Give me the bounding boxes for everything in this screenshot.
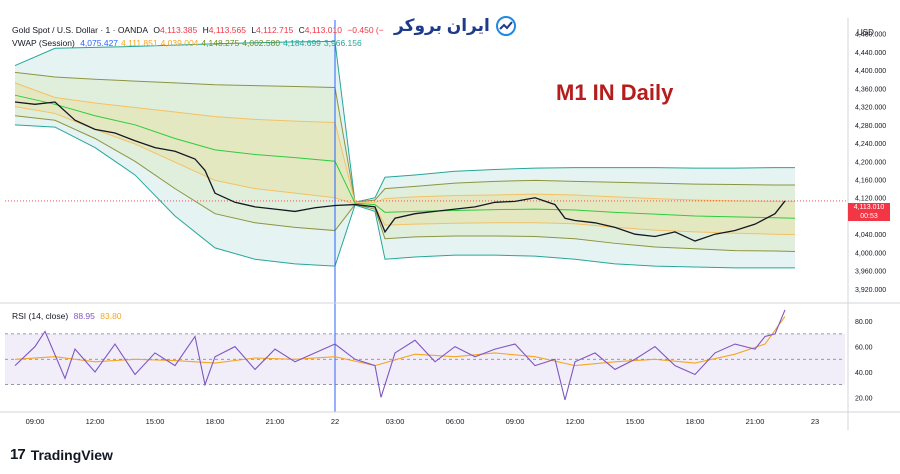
- vwap-line: [14, 94, 796, 219]
- low-value: 4,112.715: [256, 25, 294, 35]
- vwap-value: 4,184.699: [283, 38, 321, 48]
- tradingview-logo-icon: 17: [10, 446, 26, 463]
- time-tick-label: 06:00: [446, 417, 465, 426]
- open-label: O: [153, 25, 161, 35]
- price-tick-label: 4,360.000: [855, 86, 886, 93]
- vwap-value: 4,002.580: [242, 38, 281, 48]
- vwap-value: 3,966.156: [323, 38, 362, 48]
- bar-countdown: 00:53: [860, 213, 878, 220]
- time-tick-label: 15:00: [146, 417, 165, 426]
- time-tick-label: 22: [331, 417, 339, 426]
- vwap-lower-band-2: [14, 115, 796, 253]
- price-tick-label: 4,240.000: [855, 141, 886, 148]
- price-tick-label: 4,160.000: [855, 178, 886, 185]
- rsi-tick-label: 20.00: [855, 395, 873, 402]
- time-tick-label: 09:00: [26, 417, 45, 426]
- close-label: C: [298, 25, 305, 35]
- change-value: −0.450 (−: [347, 25, 384, 35]
- rsi-title: RSI (14, close): [12, 311, 69, 321]
- axes: 4,480.000 4,440.000 4,400.000 4,360.000 4,32…: [0, 18, 900, 430]
- time-tick-label: 12:00: [566, 417, 585, 426]
- last-price: 4,113.010: [853, 204, 885, 211]
- time-tick-label: 21:00: [266, 417, 285, 426]
- rsi-ma-value: 83.80: [100, 311, 122, 321]
- vwap-value: 4,039.004: [160, 38, 199, 48]
- last-price-tag: 4,113.010 00:53: [848, 203, 890, 221]
- vwap-lower-band-3: [14, 124, 795, 269]
- rsi-legend: RSI (14, close) 88.95 83.80: [12, 311, 125, 321]
- rsi-value: 88.95: [73, 311, 95, 321]
- price-tick-label: 4,120.000: [855, 196, 886, 203]
- vwap-value: 4,075.427: [80, 38, 119, 48]
- price-tick-label: 4,280.000: [855, 123, 886, 130]
- time-tick-label: 09:00: [506, 417, 525, 426]
- vwap-value: 4,148.275: [201, 38, 240, 48]
- broker-name: ایران بروکر: [394, 16, 490, 35]
- time-tick-label: 03:00: [386, 417, 405, 426]
- ohlc-legend: Gold Spot / U.S. Dollar · 1 · OANDA O4,1…: [12, 25, 387, 35]
- time-tick-label: 12:00: [86, 417, 105, 426]
- time-tick-label: 21:00: [746, 417, 765, 426]
- time-tick-label: 15:00: [626, 417, 645, 426]
- vwap-upper-band-1: [14, 82, 795, 203]
- high-label: H: [202, 25, 209, 35]
- time-tick-label: 18:00: [686, 417, 705, 426]
- broker-logo: ایران بروکر: [394, 16, 516, 36]
- price-tick-label: 4,040.000: [855, 232, 886, 239]
- rsi-tick-label: 60.00: [855, 345, 873, 352]
- price-tick-label: 3,920.000: [855, 287, 886, 294]
- vwap-lower-band-1: [14, 106, 796, 236]
- close-value: 4,113.010: [304, 25, 342, 35]
- currency-label: USD: [857, 28, 874, 37]
- vwap-values: 4,075.427 4,111.851 4,039.004 4,148.275 4,00…: [80, 38, 365, 48]
- tradingview-logo[interactable]: 17 TradingView: [10, 446, 113, 463]
- price-tick-label: 4,200.000: [855, 159, 886, 166]
- time-tick-label: 23: [811, 417, 819, 426]
- price-tick-label: 4,000.000: [855, 250, 886, 257]
- vwap-title: VWAP (Session): [12, 38, 75, 48]
- symbol-title: Gold Spot / U.S. Dollar · 1 · OANDA: [12, 25, 149, 35]
- vwap-legend: VWAP (Session) 4,075.427 4,111.851 4,039.0…: [12, 38, 368, 48]
- rsi-pane[interactable]: [5, 309, 845, 400]
- tradingview-name: TradingView: [30, 446, 113, 463]
- price-pane[interactable]: [5, 20, 848, 412]
- vwap-band2-fill: [15, 72, 795, 252]
- price-tick-label: 3,960.000: [855, 269, 886, 276]
- vwap-value: 4,111.851: [121, 38, 158, 48]
- high-value: 4,113.565: [208, 25, 246, 35]
- rsi-tick-label: 80.00: [855, 319, 873, 326]
- price-tick-label: 4,480.000: [855, 32, 886, 39]
- rsi-line: [14, 309, 786, 400]
- time-tick-label: 18:00: [206, 417, 225, 426]
- vwap-band1-fill: [15, 82, 795, 235]
- vwap-upper-band-2: [14, 71, 795, 203]
- rsi-tick-label: 40.00: [855, 370, 873, 377]
- open-value: 4,113.385: [160, 25, 198, 35]
- low-label: L: [251, 25, 257, 35]
- overlay-title: M1 IN Daily: [556, 80, 674, 105]
- price-tick-label: 4,320.000: [855, 105, 886, 112]
- vwap-upper-band-3: [14, 40, 795, 203]
- price-line: [14, 101, 786, 242]
- broker-chart-icon: [495, 16, 516, 36]
- price-tick-label: 4,400.000: [855, 68, 886, 75]
- price-tick-label: 4,440.000: [855, 50, 886, 57]
